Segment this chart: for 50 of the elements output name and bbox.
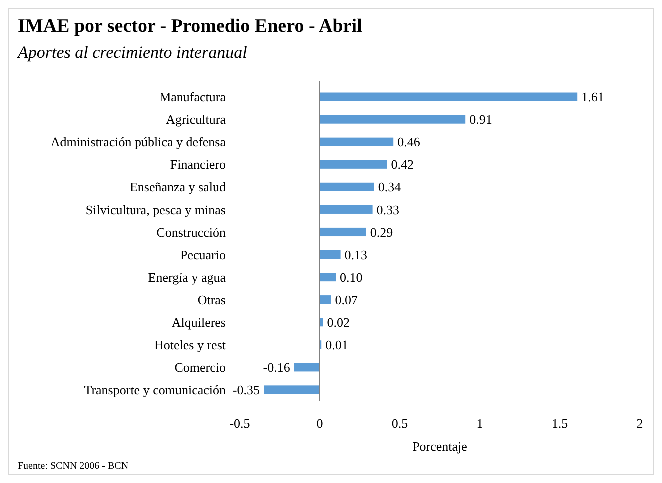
y-tick-label: Agricultura (166, 112, 226, 128)
x-tick-label: 0.5 (392, 416, 408, 431)
x-axis-title: Porcentaje (412, 439, 468, 454)
bar (320, 160, 388, 169)
data-label: 1.61 (582, 90, 604, 105)
y-tick-label: Otras (198, 292, 226, 308)
x-tick-label: -0.5 (230, 416, 250, 431)
x-tick-label: 0 (316, 416, 324, 431)
y-tick-label: Comercio (174, 360, 226, 375)
x-tick-label: 1.5 (552, 416, 568, 431)
y-tick-label: Administración pública y defensa (50, 134, 226, 150)
x-tick-label: 1 (476, 416, 484, 431)
y-tick-label: Enseñanza y salud (130, 180, 226, 195)
data-label: 0.07 (335, 292, 358, 308)
y-tick-label: Transporte y comunicación (84, 382, 226, 398)
y-tick-label: Silvicultura, pesca y minas (86, 202, 226, 218)
y-tick-label: Manufactura (160, 90, 226, 105)
data-label: -0.16 (263, 360, 291, 375)
data-label: 0.46 (398, 134, 421, 150)
bar (320, 228, 366, 237)
bar (320, 138, 394, 146)
bar (294, 363, 320, 372)
data-label: 0.33 (376, 202, 400, 218)
data-label: 0.34 (378, 180, 402, 195)
y-tick-label: Energía y agua (148, 270, 226, 285)
bar (320, 182, 374, 192)
data-label: 0.13 (344, 247, 368, 262)
bar (320, 92, 578, 102)
y-tick-label: Alquileres (172, 314, 226, 330)
x-tick-label: 2 (636, 416, 644, 431)
data-label: 0.02 (327, 314, 350, 330)
data-label: -0.35 (232, 382, 260, 398)
chart-title: IMAE por sector - Promedio Enero - Abril (18, 16, 362, 37)
chart-subtitle: Aportes al crecimiento interanual (17, 43, 248, 62)
data-label: 0.42 (391, 157, 414, 172)
data-label: 0.29 (370, 224, 394, 240)
data-label: 0.91 (470, 112, 492, 128)
y-tick-label: Financiero (170, 157, 226, 172)
bar (320, 205, 373, 214)
y-tick-label: Pecuario (180, 247, 226, 262)
y-tick-label: Hoteles y rest (154, 337, 226, 352)
bar (320, 296, 332, 304)
bar (264, 386, 320, 394)
y-tick-label: Construcción (156, 224, 226, 240)
data-label: 0.10 (340, 270, 363, 285)
source-note: Fuente: SCNN 2006 - BCN (18, 461, 129, 472)
bar (320, 273, 336, 282)
data-label: 0.01 (326, 337, 348, 352)
bar (320, 250, 341, 260)
bar (320, 115, 466, 124)
